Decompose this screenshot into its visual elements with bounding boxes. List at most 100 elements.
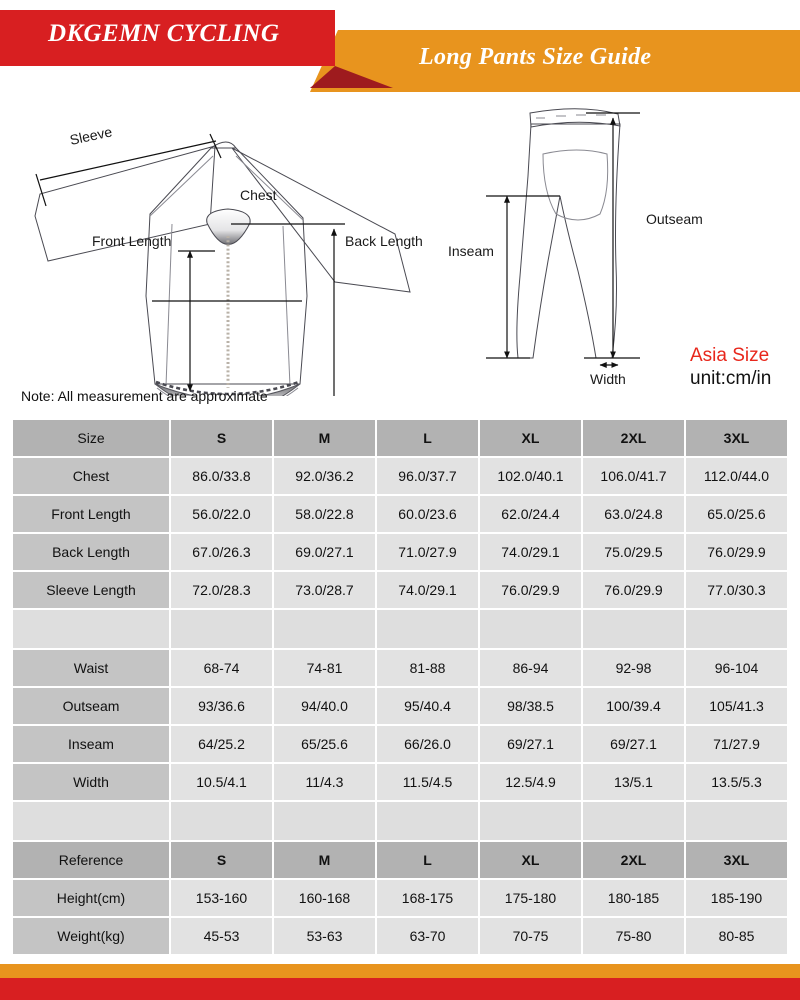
spacer-cell	[480, 802, 581, 840]
cell-outseam-2xl: 100/39.4	[583, 688, 684, 724]
cell-front-length-m: 58.0/22.8	[274, 496, 375, 532]
cell-sleeve-length-s: 72.0/28.3	[171, 572, 272, 608]
guide-title: Long Pants Size Guide	[419, 44, 652, 70]
ref-header-cell-l: L	[377, 842, 478, 878]
cell-chest-2xl: 106.0/41.7	[583, 458, 684, 494]
table-spacer-row	[13, 610, 787, 648]
size-chart-table: Size S M L XL 2XL 3XL Chest 86.0/33.8 92…	[11, 418, 789, 956]
ref-header-cell-3xl: 3XL	[686, 842, 787, 878]
header-cell-m: M	[274, 420, 375, 456]
pants-illustration: Outseam Inseam Width	[448, 108, 703, 387]
cell-inseam-s: 64/25.2	[171, 726, 272, 762]
cell-waist-m: 74-81	[274, 650, 375, 686]
cell-back-length-m: 69.0/27.1	[274, 534, 375, 570]
cell-height-s: 153-160	[171, 880, 272, 916]
row-label-back-length: Back Length	[13, 534, 169, 570]
spacer-cell	[686, 802, 787, 840]
cell-weight-s: 45-53	[171, 918, 272, 954]
cell-width-xl: 12.5/4.9	[480, 764, 581, 800]
header-cell-2xl: 2XL	[583, 420, 684, 456]
row-label-front-length: Front Length	[13, 496, 169, 532]
row-label-outseam: Outseam	[13, 688, 169, 724]
ref-header-cell-s: S	[171, 842, 272, 878]
header-cell-size: Size	[13, 420, 169, 456]
cell-outseam-3xl: 105/41.3	[686, 688, 787, 724]
cell-inseam-3xl: 71/27.9	[686, 726, 787, 762]
cell-back-length-3xl: 76.0/29.9	[686, 534, 787, 570]
front-length-label: Front Length	[92, 233, 171, 249]
spacer-cell	[583, 802, 684, 840]
cell-weight-2xl: 75-80	[583, 918, 684, 954]
spacer-cell	[171, 610, 272, 648]
spacer-cell	[583, 610, 684, 648]
garment-diagrams: Sleeve Chest Front Length Back Length	[0, 96, 800, 396]
cell-chest-m: 92.0/36.2	[274, 458, 375, 494]
table-row: Back Length 67.0/26.3 69.0/27.1 71.0/27.…	[13, 534, 787, 570]
unit-label: unit:cm/in	[690, 368, 772, 389]
cell-width-3xl: 13.5/5.3	[686, 764, 787, 800]
brand-title: DKGEMN CYCLING	[48, 20, 280, 47]
cell-weight-xl: 70-75	[480, 918, 581, 954]
cell-sleeve-length-m: 73.0/28.7	[274, 572, 375, 608]
header-cell-l: L	[377, 420, 478, 456]
width-label: Width	[590, 371, 626, 387]
cell-sleeve-length-xl: 76.0/29.9	[480, 572, 581, 608]
spacer-cell	[377, 802, 478, 840]
table-row: Height(cm) 153-160 160-168 168-175 175-1…	[13, 880, 787, 916]
cell-waist-3xl: 96-104	[686, 650, 787, 686]
cell-outseam-l: 95/40.4	[377, 688, 478, 724]
cell-waist-s: 68-74	[171, 650, 272, 686]
cell-sleeve-length-2xl: 76.0/29.9	[583, 572, 684, 608]
cell-height-m: 160-168	[274, 880, 375, 916]
cell-inseam-2xl: 69/27.1	[583, 726, 684, 762]
footer-bar-red	[0, 978, 800, 1000]
header-cell-s: S	[171, 420, 272, 456]
table-row: Sleeve Length 72.0/28.3 73.0/28.7 74.0/2…	[13, 572, 787, 608]
cell-back-length-2xl: 75.0/29.5	[583, 534, 684, 570]
table-row: Outseam 93/36.6 94/40.0 95/40.4 98/38.5 …	[13, 688, 787, 724]
table-row: Chest 86.0/33.8 92.0/36.2 96.0/37.7 102.…	[13, 458, 787, 494]
chest-label: Chest	[240, 187, 277, 203]
header-cell-xl: XL	[480, 420, 581, 456]
cell-waist-l: 81-88	[377, 650, 478, 686]
outseam-label: Outseam	[646, 211, 703, 227]
cell-height-l: 168-175	[377, 880, 478, 916]
cell-waist-2xl: 92-98	[583, 650, 684, 686]
cell-front-length-3xl: 65.0/25.6	[686, 496, 787, 532]
cell-chest-xl: 102.0/40.1	[480, 458, 581, 494]
cell-back-length-s: 67.0/26.3	[171, 534, 272, 570]
asia-size-label: Asia Size	[690, 345, 770, 366]
red-banner-fold	[310, 66, 393, 88]
row-label-weight: Weight(kg)	[13, 918, 169, 954]
spacer-cell	[13, 802, 169, 840]
cell-front-length-s: 56.0/22.0	[171, 496, 272, 532]
table-spacer-row	[13, 802, 787, 840]
spacer-cell	[274, 610, 375, 648]
row-label-chest: Chest	[13, 458, 169, 494]
table-row: Inseam 64/25.2 65/25.6 66/26.0 69/27.1 6…	[13, 726, 787, 762]
footer-bar-orange	[0, 964, 800, 978]
table-header-row-size: Size S M L XL 2XL 3XL	[13, 420, 787, 456]
header-cell-3xl: 3XL	[686, 420, 787, 456]
cell-height-3xl: 185-190	[686, 880, 787, 916]
cell-width-2xl: 13/5.1	[583, 764, 684, 800]
note-text: Note: All measurement are approximate	[21, 388, 268, 404]
cell-inseam-m: 65/25.6	[274, 726, 375, 762]
cell-outseam-xl: 98/38.5	[480, 688, 581, 724]
jersey-illustration: Sleeve Chest Front Length Back Length	[34, 123, 423, 396]
ref-header-cell-xl: XL	[480, 842, 581, 878]
ref-header-cell-2xl: 2XL	[583, 842, 684, 878]
row-label-waist: Waist	[13, 650, 169, 686]
cell-outseam-m: 94/40.0	[274, 688, 375, 724]
cell-front-length-xl: 62.0/24.4	[480, 496, 581, 532]
spacer-cell	[377, 610, 478, 648]
table-row: Width 10.5/4.1 11/4.3 11.5/4.5 12.5/4.9 …	[13, 764, 787, 800]
cell-front-length-l: 60.0/23.6	[377, 496, 478, 532]
spacer-cell	[274, 802, 375, 840]
spacer-cell	[480, 610, 581, 648]
header-cell-reference: Reference	[13, 842, 169, 878]
spacer-cell	[13, 610, 169, 648]
cell-chest-l: 96.0/37.7	[377, 458, 478, 494]
cell-height-xl: 175-180	[480, 880, 581, 916]
cell-weight-l: 63-70	[377, 918, 478, 954]
